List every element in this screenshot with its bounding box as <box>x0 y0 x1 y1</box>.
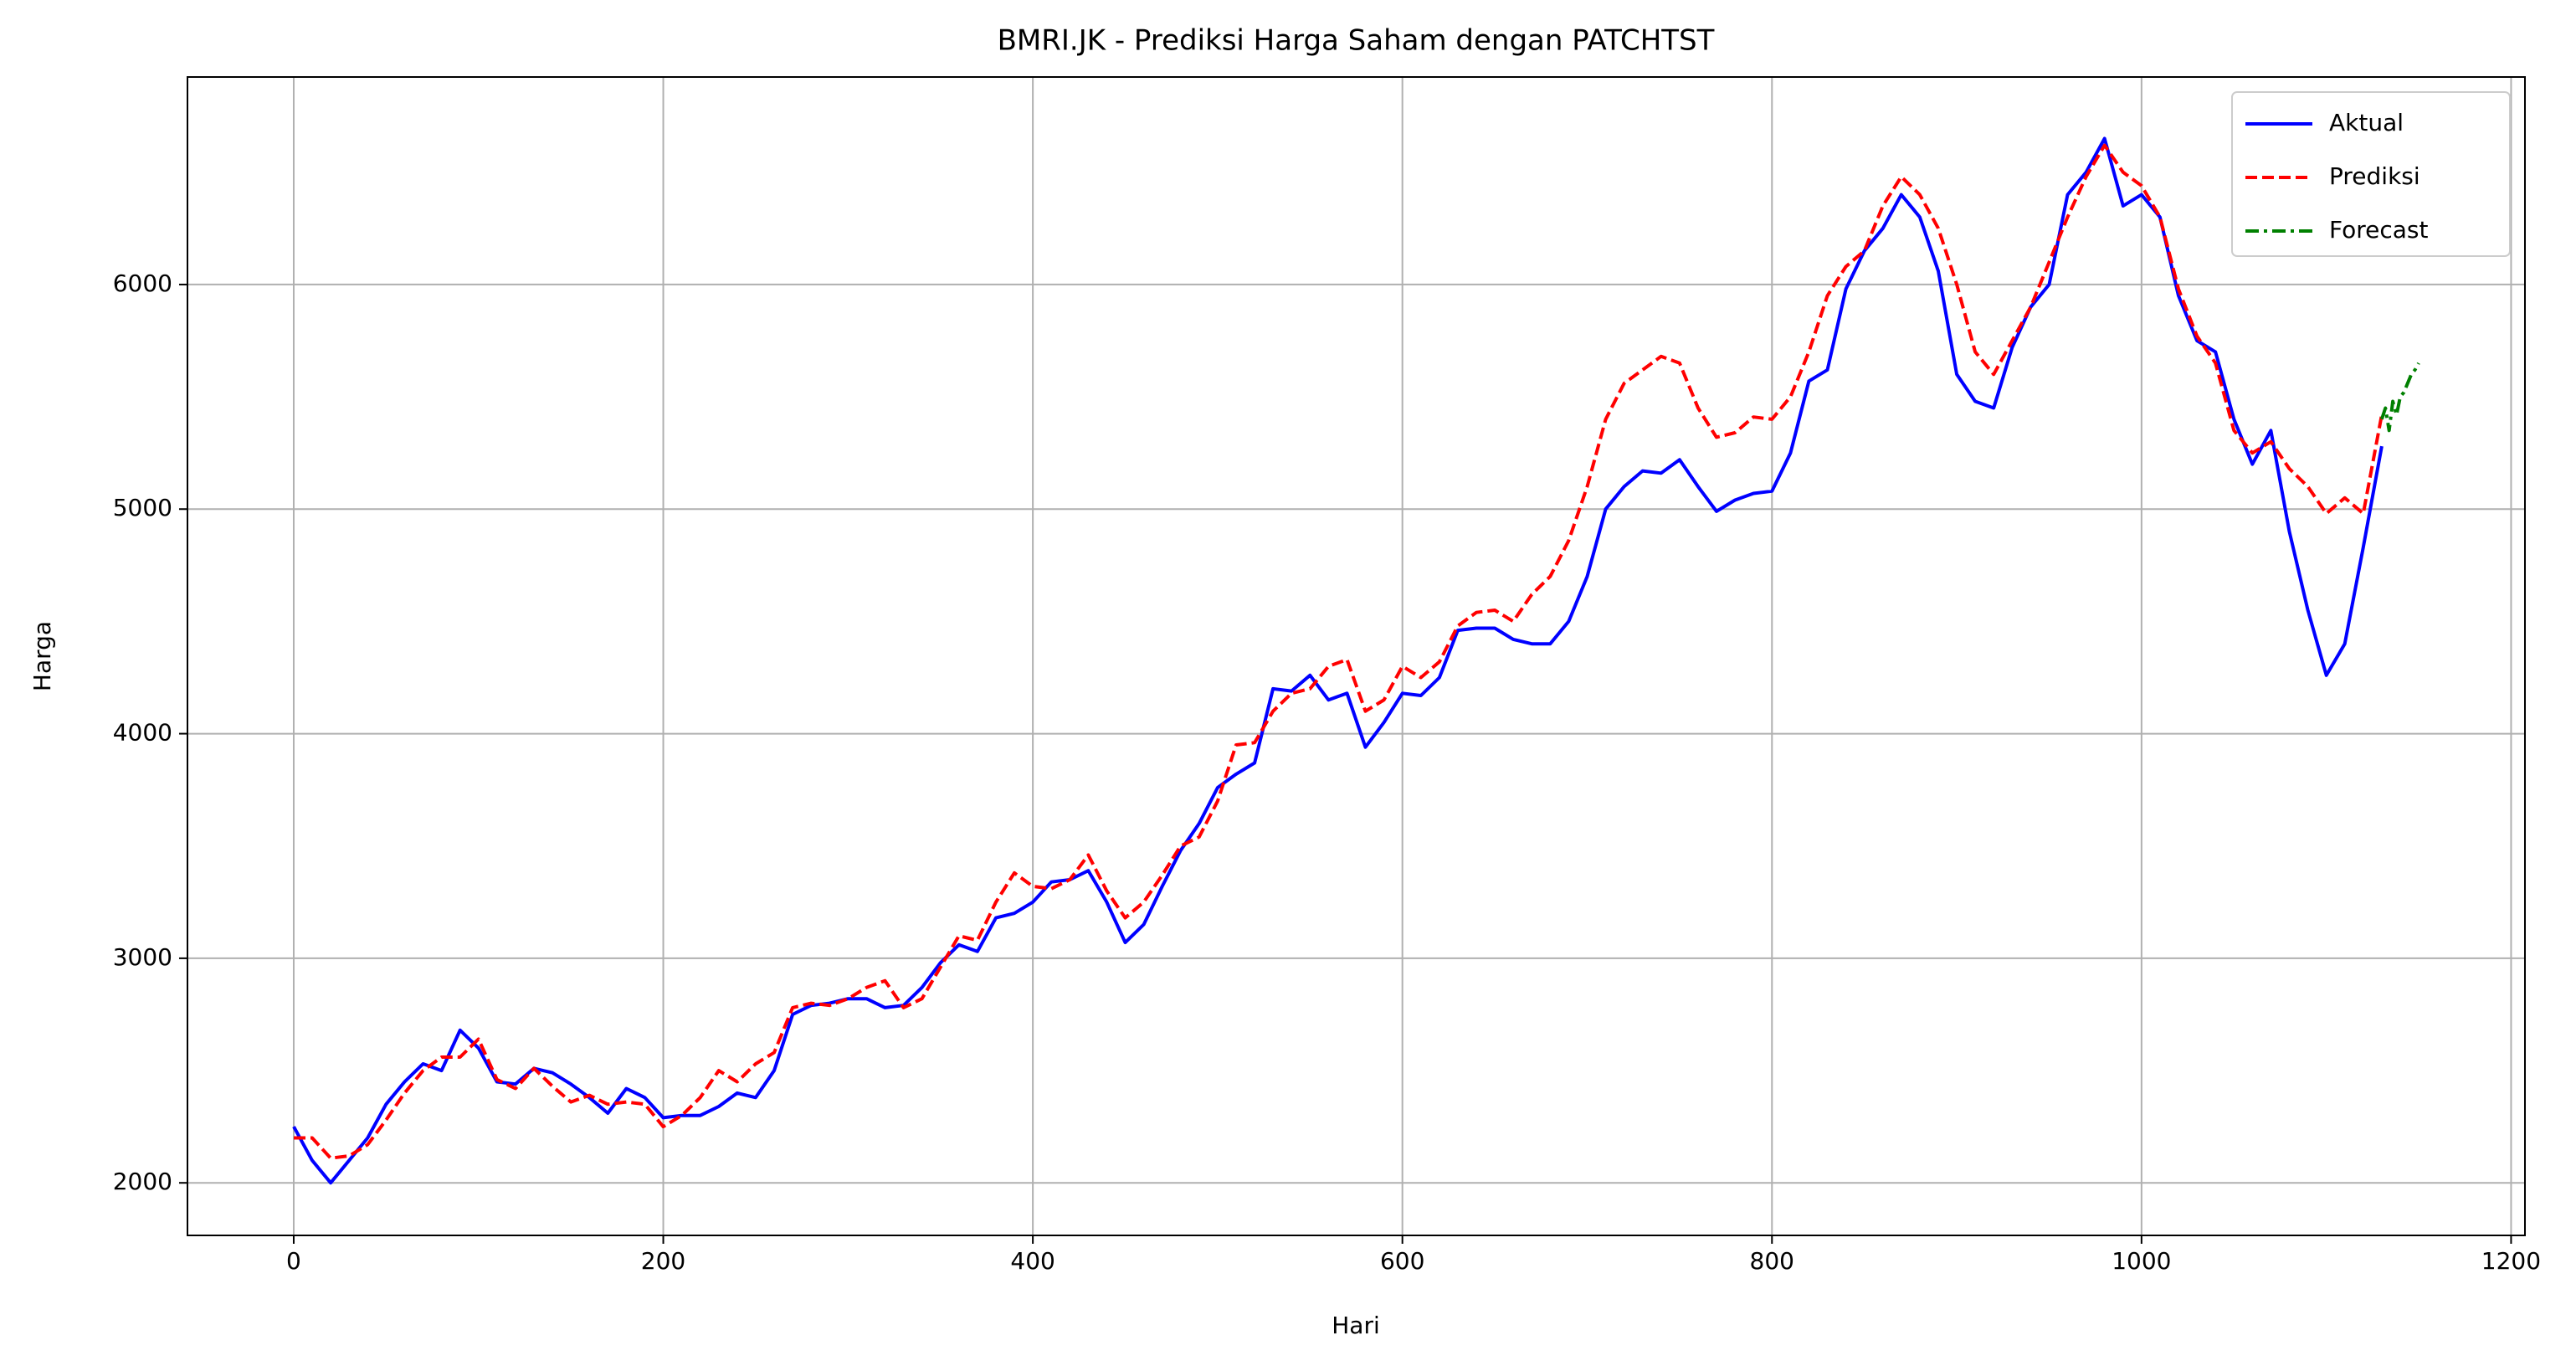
y-tick-label: 2000 <box>113 1168 172 1195</box>
y-tick-label: 3000 <box>113 943 172 971</box>
data-line <box>294 143 2384 1160</box>
y-tick-label: 6000 <box>113 270 172 297</box>
x-tick-label: 0 <box>286 1247 301 1275</box>
y-axis-label: Harga <box>28 621 56 691</box>
x-tick-label: 1200 <box>2481 1247 2541 1275</box>
legend-label: Prediksi <box>2329 162 2420 190</box>
x-tick-label: 1000 <box>2112 1247 2171 1275</box>
data-line <box>2379 362 2420 433</box>
plot-frame <box>187 76 2526 1236</box>
y-tick-label: 5000 <box>113 494 172 521</box>
x-tick-label: 200 <box>641 1247 685 1275</box>
legend-box <box>2231 91 2511 257</box>
x-tick-label: 800 <box>1750 1247 1794 1275</box>
legend-label: Forecast <box>2329 216 2429 244</box>
x-axis-label: Hari <box>1332 1312 1380 1339</box>
x-tick-label: 600 <box>1380 1247 1424 1275</box>
chart-title: BMRI.JK - Prediksi Harga Saham dengan PA… <box>998 24 1715 58</box>
legend-label: Aktual <box>2329 109 2404 136</box>
y-tick-label: 4000 <box>113 719 172 747</box>
x-tick-label: 400 <box>1010 1247 1055 1275</box>
